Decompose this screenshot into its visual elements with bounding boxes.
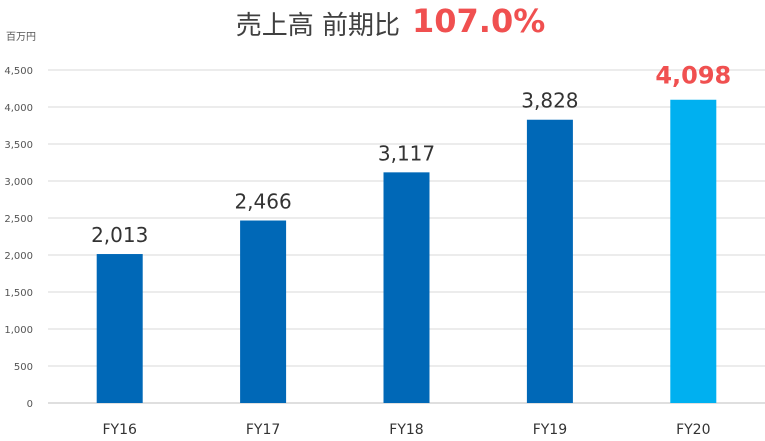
y-tick-label: 2,500: [4, 214, 33, 225]
bar: [96, 254, 143, 403]
data-label: 2,013: [91, 223, 148, 247]
y-axis-unit-label: 百万円: [6, 31, 36, 43]
y-tick-label: 1,000: [4, 325, 33, 336]
y-tick-label: 4,500: [4, 66, 33, 77]
data-label: 2,466: [234, 190, 291, 214]
x-tick-label: FY18: [389, 422, 423, 438]
data-label: 3,828: [521, 89, 578, 113]
bar: [670, 99, 717, 404]
bar: [383, 172, 430, 403]
x-tick-label: FY20: [676, 422, 710, 438]
data-label: 4,098: [655, 62, 731, 90]
y-tick-label: 1,500: [4, 288, 33, 299]
y-tick-label: 0: [27, 399, 33, 410]
bars: [96, 99, 717, 404]
y-axis-ticks: 0 500 1,000 1,500 2,000 2,500 3,000 3,500 4,000 4…: [4, 66, 33, 410]
chart-title: 売上高 前期比: [236, 11, 400, 41]
y-tick-label: 500: [14, 362, 33, 373]
bar: [240, 220, 287, 403]
x-tick-label: FY17: [246, 422, 280, 438]
x-tick-label: FY19: [533, 422, 567, 438]
data-label: 3,117: [378, 141, 435, 165]
y-tick-label: 3,500: [4, 140, 33, 151]
bar: [526, 119, 573, 403]
x-tick-label: FY16: [102, 422, 137, 438]
y-tick-label: 4,000: [4, 103, 33, 114]
x-axis-ticks: FY16 FY17 FY18 FY19 FY20: [102, 422, 710, 438]
data-labels: 2,013 2,466 3,117 3,828 4,098: [91, 62, 731, 247]
y-tick-label: 3,000: [4, 177, 33, 188]
chart-title-growth: 107.0%: [412, 2, 545, 40]
y-tick-label: 2,000: [4, 251, 33, 262]
